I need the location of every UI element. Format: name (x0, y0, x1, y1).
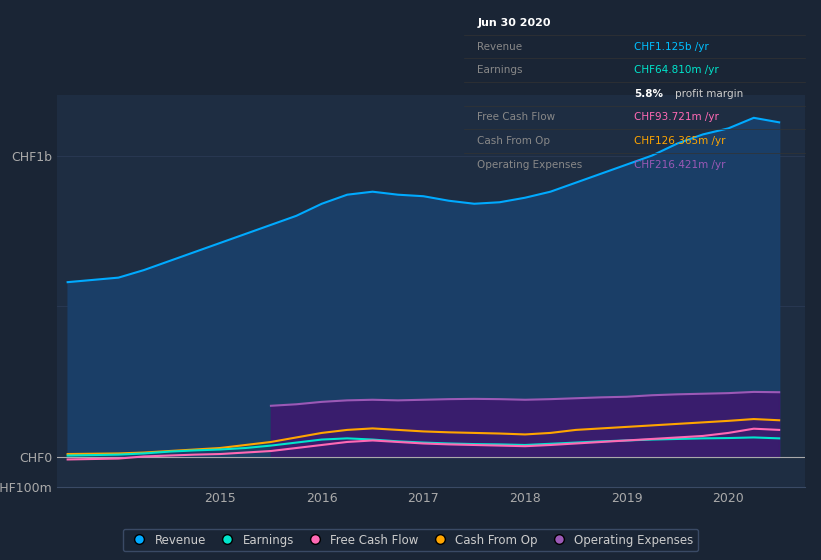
Text: Revenue: Revenue (478, 41, 523, 52)
Text: Earnings: Earnings (478, 65, 523, 75)
Text: CHF93.721m /yr: CHF93.721m /yr (635, 113, 719, 123)
Text: CHF1.125b /yr: CHF1.125b /yr (635, 41, 709, 52)
Text: CHF216.421m /yr: CHF216.421m /yr (635, 160, 726, 170)
Text: 5.8%: 5.8% (635, 89, 663, 99)
Text: Free Cash Flow: Free Cash Flow (478, 113, 556, 123)
Text: Jun 30 2020: Jun 30 2020 (478, 18, 551, 28)
Text: Cash From Op: Cash From Op (478, 136, 551, 146)
Legend: Revenue, Earnings, Free Cash Flow, Cash From Op, Operating Expenses: Revenue, Earnings, Free Cash Flow, Cash … (122, 529, 699, 551)
Text: CHF126.365m /yr: CHF126.365m /yr (635, 136, 726, 146)
Text: CHF64.810m /yr: CHF64.810m /yr (635, 65, 719, 75)
Text: profit margin: profit margin (675, 89, 743, 99)
Text: Operating Expenses: Operating Expenses (478, 160, 583, 170)
